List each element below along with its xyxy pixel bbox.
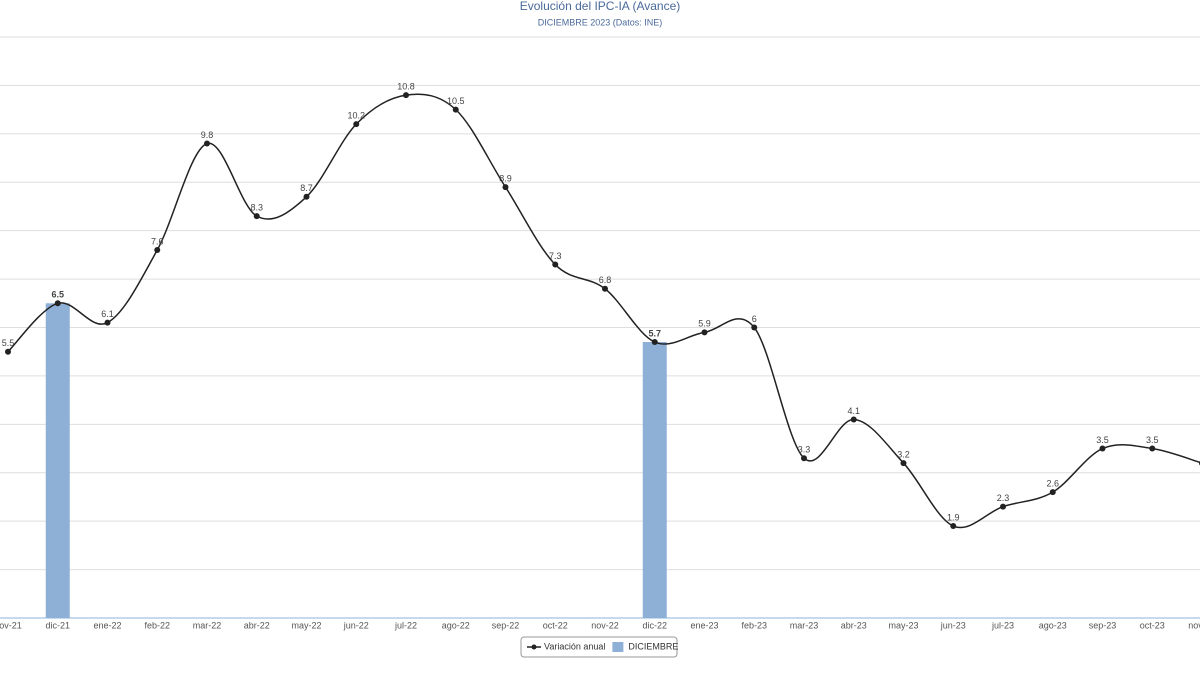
data-label: 4.1 [847, 406, 860, 416]
point [1099, 445, 1106, 452]
data-label: 10.2 [347, 111, 365, 121]
data-label: 10.8 [397, 81, 415, 91]
bar [45, 303, 70, 618]
x-tick-label: may-23 [888, 620, 918, 630]
data-label: 9.8 [201, 130, 214, 140]
x-tick-label: ago-23 [1039, 620, 1067, 630]
point [303, 193, 310, 200]
x-tick-label: oct-22 [543, 620, 568, 630]
point [1000, 503, 1006, 510]
x-tick-label: feb-22 [144, 620, 170, 630]
data-label: 2.3 [997, 493, 1010, 503]
x-tick-label: feb-23 [741, 620, 767, 630]
x-tick-label: ene-22 [93, 620, 121, 630]
data-label: 7.6 [151, 236, 164, 246]
point [602, 285, 608, 292]
x-tick-label: ago-22 [442, 620, 470, 630]
point [701, 329, 708, 336]
bar [642, 342, 667, 618]
point [54, 300, 61, 307]
point [850, 416, 857, 423]
x-tick-label: dic-21 [45, 620, 70, 630]
point [900, 460, 907, 467]
x-tick-label: abr-23 [841, 620, 867, 630]
x-tick-label: jul-23 [991, 620, 1014, 630]
point [204, 140, 210, 147]
x-tick-label: jun-22 [343, 620, 369, 630]
point [651, 339, 658, 346]
data-label: 3.2 [897, 449, 910, 459]
x-tick-label: mar-22 [193, 620, 222, 630]
x-tick-label: oct-23 [1140, 620, 1165, 630]
chart-title: Evolución del IPC-IA (Avance) [520, 0, 681, 13]
x-tick-label: dic-22 [642, 620, 667, 630]
legend-label[interactable]: Variación anual [544, 641, 605, 651]
point [502, 184, 509, 191]
point [5, 348, 11, 355]
x-tick-label: nov-23 [1188, 620, 1200, 630]
data-label: 6 [752, 314, 757, 324]
legend-box [520, 636, 678, 658]
data-label: 3.3 [798, 445, 811, 455]
point [1149, 445, 1156, 452]
point [104, 319, 111, 326]
point [154, 247, 161, 254]
legend-swatch [612, 642, 624, 652]
point [403, 92, 409, 99]
point [801, 455, 807, 462]
data-label: 3.5 [1096, 435, 1109, 445]
point [452, 106, 459, 113]
point [950, 523, 957, 530]
data-label: 6.5 [51, 290, 64, 300]
x-tick-label: sep-23 [1089, 620, 1117, 630]
line [7, 93, 1200, 529]
data-label: 2.6 [1046, 478, 1059, 488]
data-label: 8.3 [250, 203, 263, 213]
legend-marker [531, 644, 537, 650]
chart-subtitle: DICIEMBRE 2023 (Datos: INE) [538, 17, 663, 27]
data-label: 1.9 [947, 512, 960, 522]
x-tick-label: ene-23 [690, 620, 718, 630]
point [253, 213, 260, 220]
data-label: 5.7 [648, 328, 661, 338]
x-tick-label: jun-23 [940, 620, 966, 630]
data-label: 10.5 [447, 96, 465, 106]
data-label: 8.9 [499, 173, 512, 183]
data-label: 5.5 [2, 338, 15, 348]
data-label: 6.1 [101, 309, 114, 319]
x-tick-label: abr-22 [244, 620, 270, 630]
x-tick-label: sep-22 [492, 620, 520, 630]
point [353, 121, 360, 128]
data-label: 7.3 [549, 251, 562, 261]
point [552, 261, 559, 268]
x-tick-label: mar-23 [790, 620, 819, 630]
x-tick-label: may-22 [291, 620, 321, 630]
point [751, 324, 758, 331]
x-tick-label: jul-22 [394, 620, 417, 630]
data-label: 8.7 [300, 183, 313, 193]
point [1049, 489, 1056, 496]
data-label: 5.9 [698, 319, 711, 329]
x-tick-label: nov-22 [591, 620, 619, 630]
data-label: 6.8 [599, 275, 612, 285]
legend-label[interactable]: DICIEMBRE [628, 641, 678, 651]
x-tick-label: nov-21 [0, 620, 22, 630]
data-label: 3.5 [1146, 435, 1159, 445]
